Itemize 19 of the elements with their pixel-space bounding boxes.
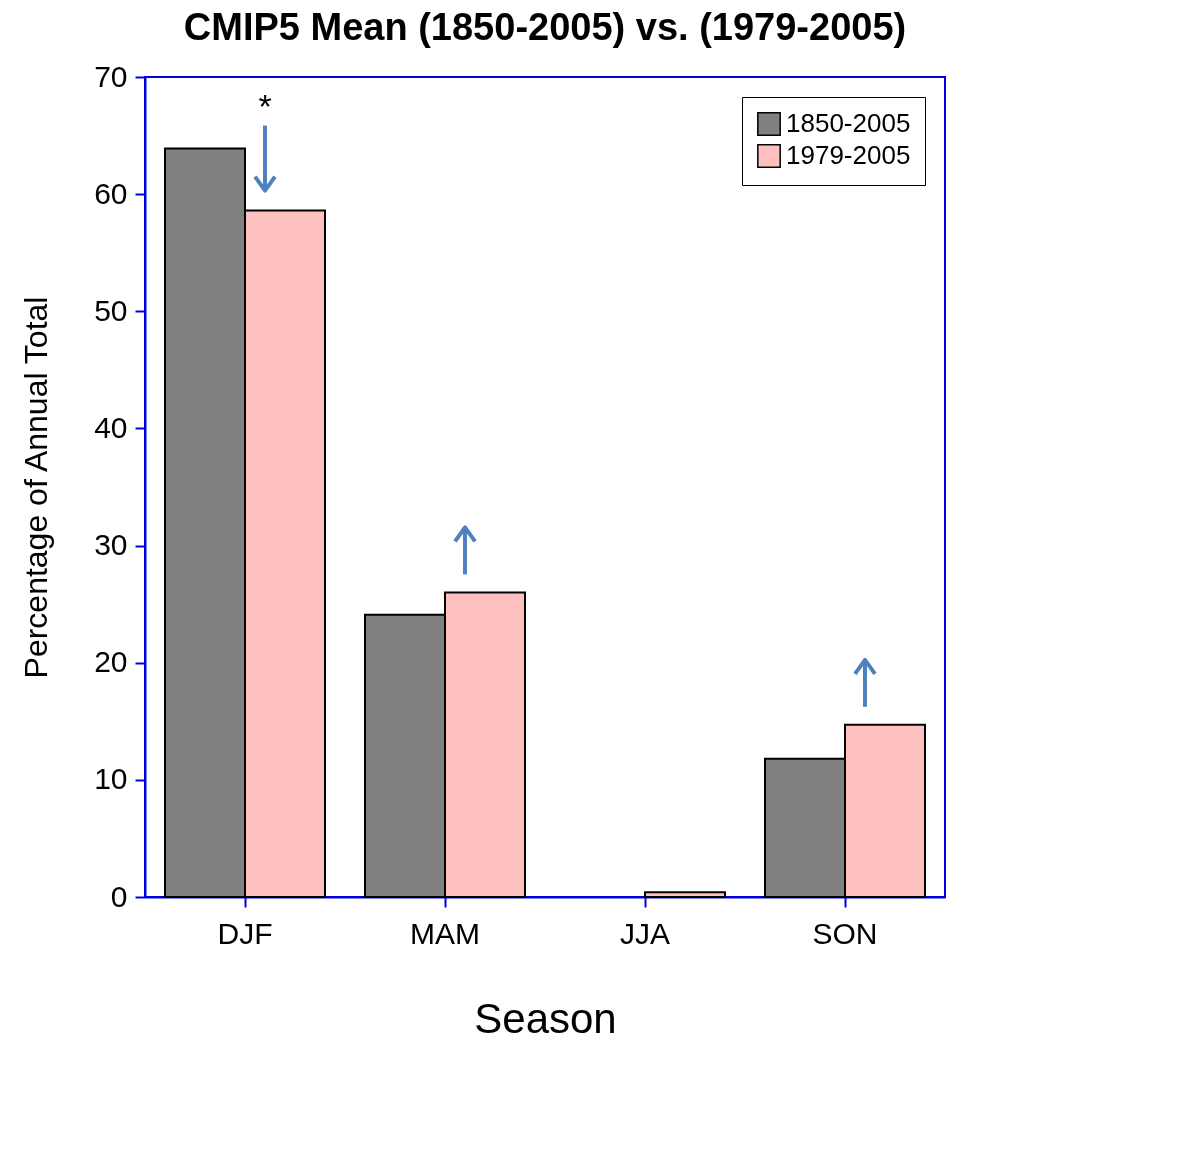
y-tick-label: 60 [94,176,128,210]
x-tick-label: MAM [410,916,480,950]
y-tick-label: 50 [94,293,128,327]
y-tick-label: 70 [94,59,128,93]
legend-label: 1979-2005 [786,140,911,170]
y-tick-label: 0 [110,879,128,913]
y-tick-label: 30 [94,528,128,562]
annotation: * [258,86,272,125]
x-tick-label: DJF [217,916,273,950]
y-tick-label: 40 [94,410,128,444]
bar [644,891,726,898]
x-tick-label: JJA [619,916,671,950]
chart-title: CMIP5 Mean (1850-2005) vs. (1979-2005) [183,6,907,48]
x-tick-label: SON [812,916,878,950]
y-tick-label: 20 [94,645,128,679]
x-axis-title: Season [474,994,617,1042]
y-tick-label: 10 [94,762,128,796]
legend-label: 1850-2005 [786,108,911,138]
y-axis-title: Percentage of Annual Total [18,296,55,679]
